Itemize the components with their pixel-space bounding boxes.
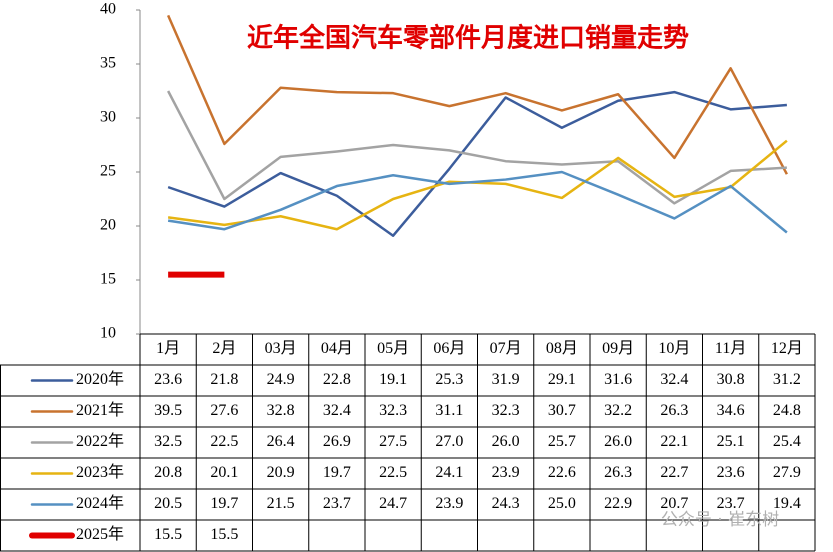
x-tick-label: 11月: [715, 340, 746, 357]
table-value: 19.7: [210, 495, 238, 512]
x-tick-label: 06月: [433, 340, 465, 357]
table-value: 30.7: [548, 402, 576, 419]
legend-label: 2021年: [76, 401, 124, 419]
series-line: [167, 90, 787, 205]
x-tick-label: 04月: [321, 340, 353, 357]
table-value: 32.5: [154, 433, 182, 450]
table-value: 32.3: [492, 402, 520, 419]
y-tick-label: 10: [100, 325, 116, 342]
table-value: 25.4: [773, 433, 801, 450]
table-value: 19.1: [379, 371, 407, 388]
table-value: 26.0: [492, 433, 520, 450]
x-tick-label: 09月: [602, 340, 634, 357]
table-value: 30.8: [717, 371, 745, 388]
table-value: 20.5: [154, 495, 182, 512]
table-value: 25.1: [717, 433, 745, 450]
table-value: 22.6: [548, 464, 576, 481]
table-value: 23.9: [492, 464, 520, 481]
table-value: 26.3: [660, 402, 688, 419]
y-tick-label: 35: [100, 55, 116, 72]
table-value: 19.7: [323, 464, 351, 481]
table-value: 21.5: [267, 495, 295, 512]
table-value: 15.5: [210, 526, 238, 543]
table-value: 22.5: [210, 433, 238, 450]
y-tick-label: 40: [100, 1, 116, 18]
series-line: [167, 90, 787, 237]
table-value: 26.3: [604, 464, 632, 481]
y-tick-label: 20: [100, 217, 116, 234]
table-value: 15.5: [154, 526, 182, 543]
table-value: 29.1: [548, 371, 576, 388]
table-value: 23.7: [717, 495, 745, 512]
table-value: 23.7: [323, 495, 351, 512]
table-value: 22.9: [604, 495, 632, 512]
table-value: 20.7: [660, 495, 688, 512]
series-line: [167, 170, 788, 234]
table-value: 25.3: [435, 371, 463, 388]
table-value: 26.4: [267, 433, 295, 450]
table-value: 27.5: [379, 433, 407, 450]
legend-label: 2023年: [76, 463, 124, 481]
table-value: 31.1: [435, 402, 463, 419]
table-value: 23.6: [717, 464, 745, 481]
table-value: 32.4: [660, 371, 688, 388]
table-value: 32.3: [379, 402, 407, 419]
table-value: 26.0: [604, 433, 632, 450]
table-value: 20.9: [267, 464, 295, 481]
legend-label: 2024年: [76, 494, 124, 512]
table-value: 25.7: [548, 433, 576, 450]
x-tick-label: 1月: [156, 340, 180, 357]
table-value: 23.6: [154, 371, 182, 388]
table-value: 24.8: [773, 402, 801, 419]
table-value: 22.7: [660, 464, 688, 481]
table-value: 26.9: [323, 433, 351, 450]
table-value: 31.2: [773, 371, 801, 388]
table-value: 31.6: [604, 371, 632, 388]
table-value: 27.9: [773, 464, 801, 481]
table-value: 32.8: [267, 402, 295, 419]
table-value: 25.0: [548, 495, 576, 512]
x-tick-label: 08月: [546, 340, 578, 357]
table-value: 24.1: [435, 464, 463, 481]
table-value: 20.8: [154, 464, 182, 481]
x-tick-label: 05月: [377, 340, 409, 357]
x-tick-label: 2月: [212, 340, 236, 357]
watermark: 公众号 · 崔东树: [661, 510, 779, 530]
x-tick-label: 10月: [658, 340, 690, 357]
table-value: 22.5: [379, 464, 407, 481]
chart-title: 近年全国汽车零部件月度进口销量走势: [247, 23, 689, 54]
table-value: 19.4: [773, 495, 801, 512]
y-tick-label: 15: [100, 271, 116, 288]
y-tick-label: 30: [100, 109, 116, 126]
table-value: 24.7: [379, 495, 407, 512]
legend-label: 2025年: [76, 525, 124, 543]
table-value: 24.9: [267, 371, 295, 388]
table-value: 31.9: [492, 371, 520, 388]
x-tick-label: 12月: [771, 340, 803, 357]
table-value: 32.4: [323, 402, 351, 419]
table-value: 20.1: [210, 464, 238, 481]
table-value: 32.2: [604, 402, 632, 419]
table-value: 22.1: [660, 433, 688, 450]
y-tick-label: 25: [100, 163, 116, 180]
table-value: 34.6: [717, 402, 745, 419]
table-value: 24.3: [492, 495, 520, 512]
x-tick-label: 07月: [490, 340, 522, 357]
legend-label: 2022年: [76, 432, 124, 450]
table-value: 22.8: [323, 371, 351, 388]
table-value: 23.9: [435, 495, 463, 512]
table-value: 27.6: [210, 402, 238, 419]
legend-label: 2020年: [76, 370, 124, 388]
series-line: [166, 14, 788, 175]
table-value: 21.8: [210, 371, 238, 388]
table-value: 27.0: [435, 433, 463, 450]
table-value: 39.5: [154, 402, 182, 419]
x-tick-label: 03月: [265, 340, 297, 357]
